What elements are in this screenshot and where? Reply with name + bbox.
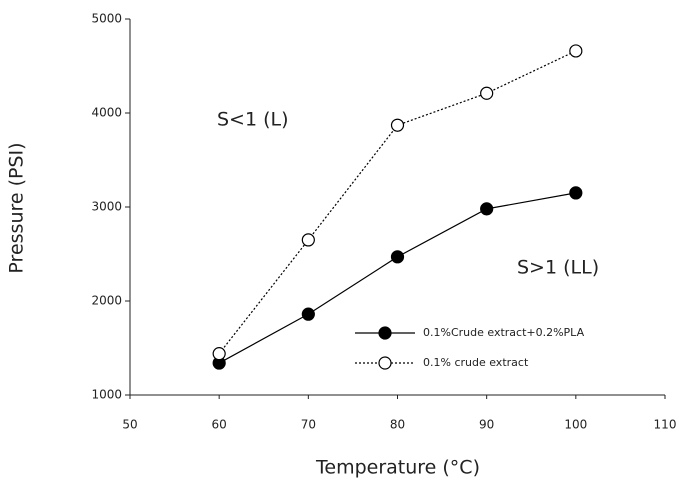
legend-marker: [379, 327, 391, 339]
marker: [570, 45, 582, 57]
chart: Pressure (PSI) Temperature (°C) S<1 (L) …: [0, 0, 679, 488]
y-tick-label: 4000: [91, 106, 122, 120]
annotation: S<1 (L): [217, 109, 289, 131]
marker: [213, 348, 225, 360]
annotation: S>1 (LL): [517, 257, 599, 279]
marker: [302, 234, 314, 246]
y-axis-label: Pressure (PSI): [6, 142, 28, 273]
y-tick-label: 2000: [91, 294, 122, 308]
marker: [481, 203, 493, 215]
y-tick-label: 1000: [91, 388, 122, 402]
x-tick-label: 80: [390, 418, 405, 432]
x-tick-label: 70: [301, 418, 316, 432]
marker: [392, 251, 404, 263]
x-tick-label: 110: [654, 418, 677, 432]
x-tick-label: 90: [479, 418, 494, 432]
marker: [302, 308, 314, 320]
x-tick-label: 50: [122, 418, 137, 432]
legend-marker: [379, 357, 391, 369]
x-axis-label: Temperature (°C): [315, 457, 480, 479]
marker: [570, 187, 582, 199]
legend-label: 0.1%Crude extract+0.2%PLA: [423, 326, 585, 339]
legend-label: 0.1% crude extract: [423, 356, 529, 369]
marker: [392, 119, 404, 131]
marker: [481, 87, 493, 99]
y-tick-label: 3000: [91, 200, 122, 214]
y-tick-label: 5000: [91, 12, 122, 26]
x-tick-label: 100: [564, 418, 587, 432]
x-tick-label: 60: [212, 418, 227, 432]
